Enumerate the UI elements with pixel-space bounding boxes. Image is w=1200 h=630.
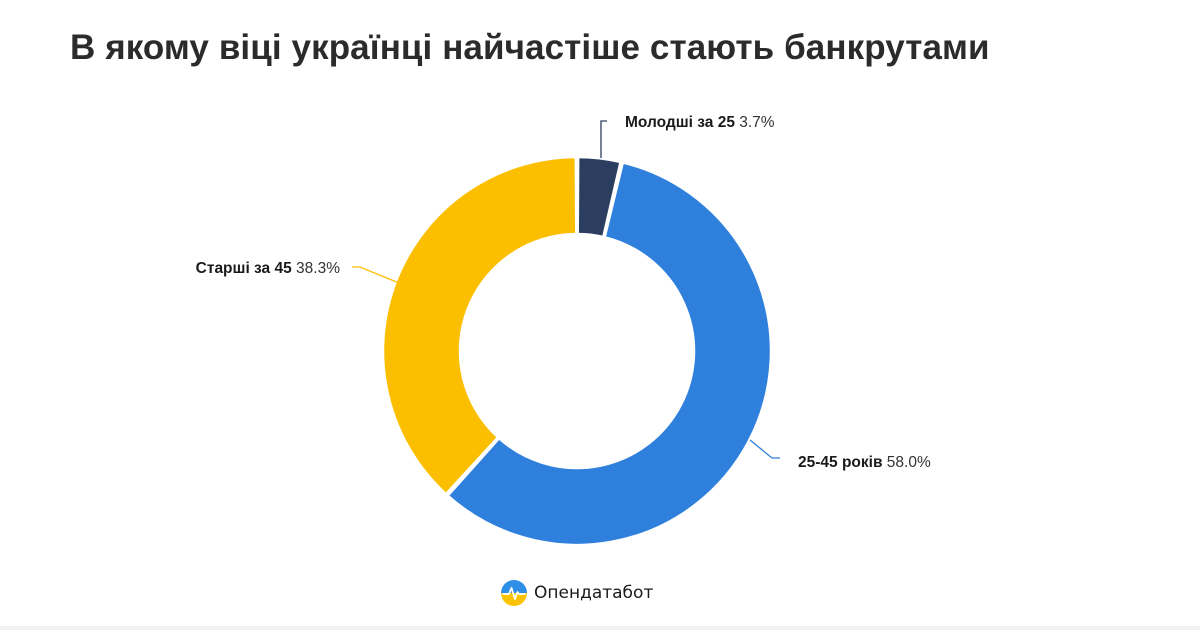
slice-labels: Молодші за 25 3.7% 25-45 років 58.0% Старш… (196, 114, 931, 471)
leader-line-молодші-за-25 (600, 120, 607, 158)
label-category: Молодші за 25 (625, 114, 735, 131)
brand-name: Опендатабот (534, 583, 654, 603)
data-label-молодші-за-25: Молодші за 25 3.7% (625, 114, 775, 131)
label-value: 38.3% (292, 260, 340, 277)
data-label-старші-за-45: Старші за 45 38.3% (196, 260, 341, 277)
label-category: Старші за 45 (196, 260, 292, 277)
footer-band (0, 626, 1200, 630)
data-label-25-45-років: 25-45 років 58.0% (798, 454, 931, 471)
slice-молодші-за-25 (576, 155, 622, 239)
slice-25-45-років (446, 161, 773, 547)
label-value: 3.7% (735, 114, 775, 131)
brand: Опендатабот (500, 578, 653, 608)
slice-старші-за-45 (381, 155, 578, 496)
leader-line-25-45-років (749, 439, 780, 459)
chart-title: В якому віці українці найчастіше стають … (70, 28, 990, 67)
label-value: 58.0% (882, 454, 930, 471)
label-category: 25-45 років (798, 454, 882, 471)
donut-slices (381, 155, 773, 547)
leader-line-старші-за-45 (352, 266, 400, 284)
opendatabot-logo-icon (501, 580, 527, 606)
